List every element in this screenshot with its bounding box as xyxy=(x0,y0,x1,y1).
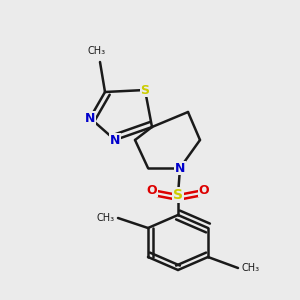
Text: S: S xyxy=(173,188,183,202)
Text: CH₃: CH₃ xyxy=(97,213,115,223)
Text: N: N xyxy=(85,112,95,124)
Text: O: O xyxy=(199,184,209,196)
Text: N: N xyxy=(175,161,185,175)
Text: CH₃: CH₃ xyxy=(88,46,106,56)
Text: O: O xyxy=(147,184,157,196)
Text: S: S xyxy=(140,83,149,97)
Text: N: N xyxy=(110,134,120,146)
Text: CH₃: CH₃ xyxy=(241,263,259,273)
